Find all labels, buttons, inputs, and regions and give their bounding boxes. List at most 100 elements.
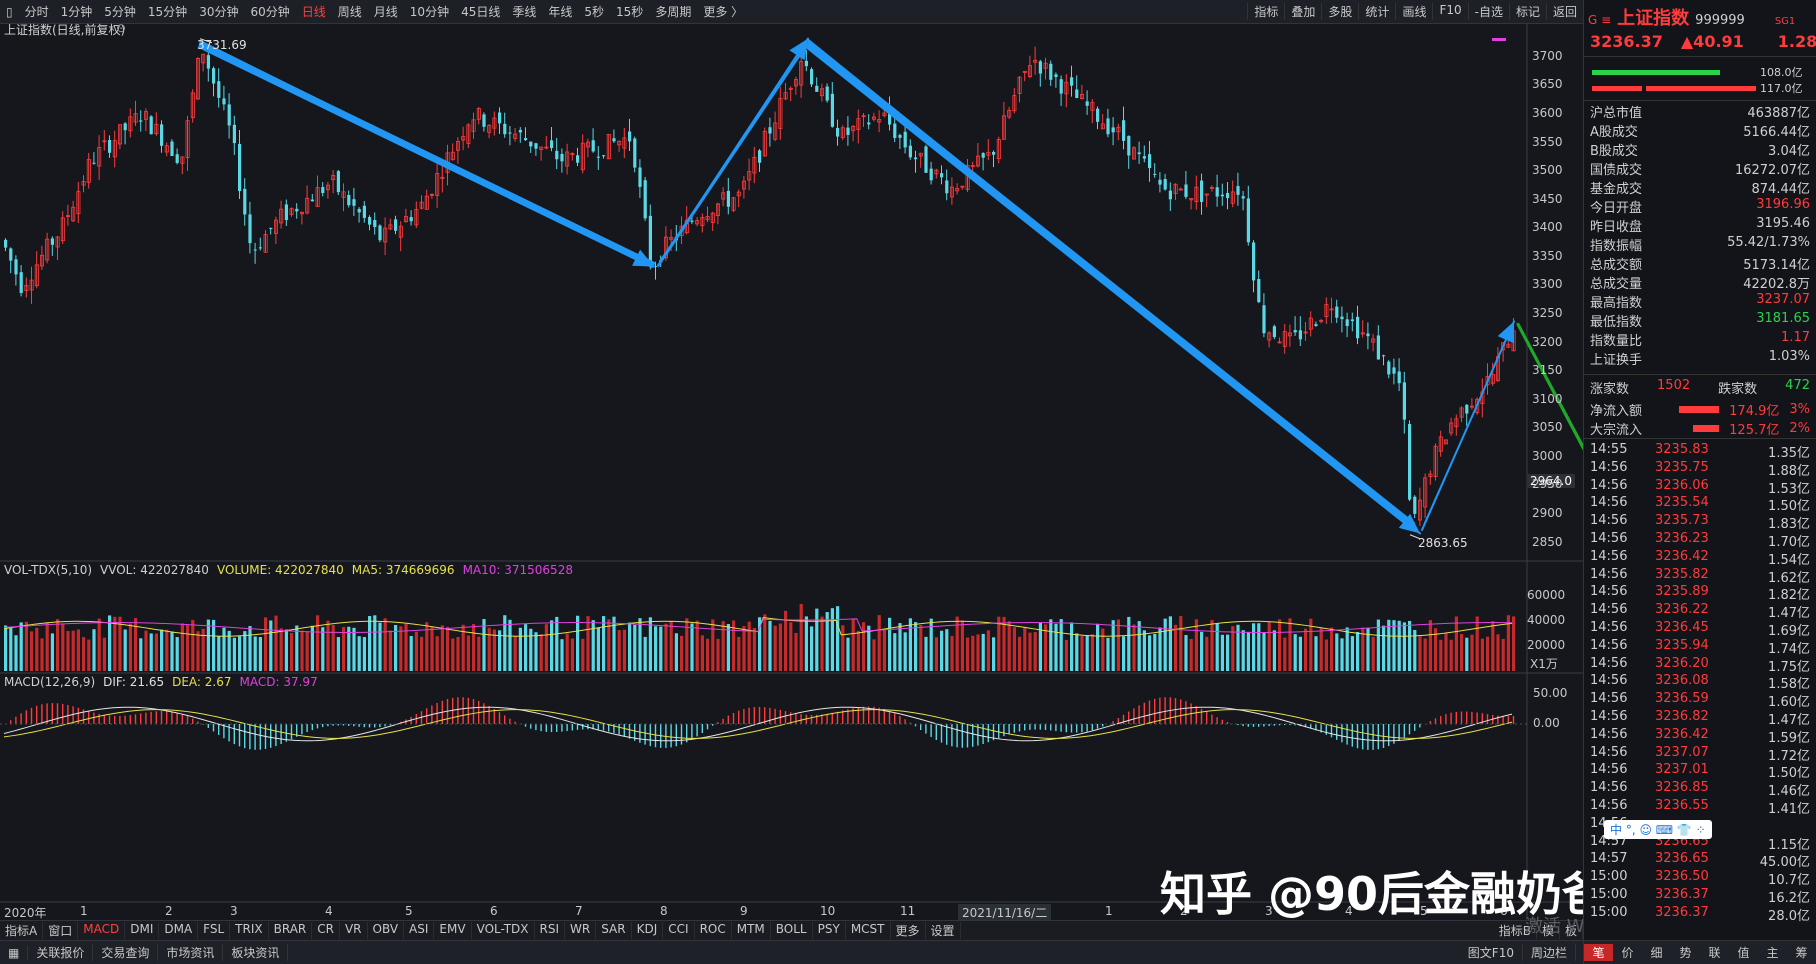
indicator-tab-9[interactable]: VR: [340, 922, 368, 939]
volume-bar: [1298, 636, 1302, 671]
status-right-link-0[interactable]: 图文F10: [1460, 944, 1523, 961]
candle-body: [1303, 331, 1308, 334]
period-15[interactable]: 多周期: [655, 5, 692, 19]
period-12[interactable]: 年线: [548, 5, 573, 19]
window-icon[interactable]: ▯: [6, 4, 13, 19]
indicator-tab-0[interactable]: 指标A: [0, 922, 44, 939]
indicator-tab-15[interactable]: WR: [565, 922, 597, 939]
tool-button-1[interactable]: 叠加: [1284, 3, 1321, 20]
tool-button-3[interactable]: 统计: [1358, 3, 1395, 20]
panel-tab-5[interactable]: 值: [1737, 946, 1750, 960]
indicator-right-tab-0[interactable]: 指标B: [1494, 922, 1537, 939]
tick-time: 14:56: [1590, 637, 1628, 653]
period-5[interactable]: 60分钟: [250, 5, 290, 19]
indicator-tab-4[interactable]: DMA: [159, 922, 199, 939]
tool-button-7[interactable]: 标记: [1508, 3, 1546, 20]
tool-button-5[interactable]: F10: [1432, 3, 1467, 20]
indicator-tab-10[interactable]: OBV: [368, 922, 405, 939]
tool-button-4[interactable]: 画线: [1395, 3, 1432, 20]
tick-time: 14:56: [1590, 566, 1628, 582]
indicator-tab-21[interactable]: BOLL: [771, 922, 813, 939]
indicator-tab-5[interactable]: FSL: [198, 922, 231, 939]
date-tick: 3: [230, 904, 238, 918]
panel-tab-3[interactable]: 势: [1679, 946, 1692, 960]
period-2[interactable]: 5分钟: [104, 5, 136, 19]
indicator-tab-6[interactable]: TRIX: [230, 922, 269, 939]
period-1[interactable]: 1分钟: [60, 5, 93, 19]
indicator-tab-20[interactable]: MTM: [732, 922, 771, 939]
period-14[interactable]: 15秒: [616, 5, 644, 19]
macd-indicator-name[interactable]: MACD(12,26,9): [4, 675, 96, 689]
down-count-label: 跌家数: [1718, 382, 1758, 397]
volume-indicator-name[interactable]: VOL-TDX(5,10): [4, 563, 93, 577]
panel-tab-7[interactable]: 筹: [1795, 946, 1808, 960]
period-16[interactable]: 更多 〉: [703, 5, 744, 19]
tool-button-0[interactable]: 指标: [1247, 3, 1284, 20]
tick-time: 14:56: [1590, 513, 1628, 529]
panel-tab-4[interactable]: 联: [1708, 946, 1721, 960]
indicator-tab-14[interactable]: RSI: [535, 922, 566, 939]
indicator-tab-13[interactable]: VOL-TDX: [472, 922, 535, 939]
status-link-2[interactable]: 市场资讯: [158, 944, 224, 961]
tool-button-6[interactable]: -自选: [1467, 3, 1509, 20]
period-3[interactable]: 15分钟: [147, 5, 188, 19]
down-arrow-2: [806, 39, 1415, 532]
indicator-tab-19[interactable]: ROC: [695, 922, 732, 939]
period-0[interactable]: 分时: [24, 5, 49, 19]
period-8[interactable]: 月线: [373, 5, 398, 19]
indicator-tab-17[interactable]: KDJ: [632, 922, 664, 939]
indicator-tab-25[interactable]: 设置: [926, 922, 961, 939]
volume-bar: [700, 635, 704, 671]
title-dropdown-icon[interactable]: ⊙: [116, 21, 127, 35]
candle-body: [986, 151, 991, 156]
indicator-right-tab-1[interactable]: 模: [1537, 922, 1560, 939]
status-link-3[interactable]: 板块资讯: [223, 944, 289, 961]
indicator-tab-1[interactable]: 窗口: [43, 922, 79, 939]
indicator-tab-11[interactable]: ASI: [404, 922, 435, 939]
status-right-link-1[interactable]: 周边栏: [1523, 944, 1576, 961]
status-link-0[interactable]: 关联报价: [28, 944, 94, 961]
tool-button-8[interactable]: 返回: [1545, 3, 1583, 20]
grid-icon[interactable]: ▦: [0, 945, 29, 960]
volume-bar: [399, 626, 403, 671]
period-13[interactable]: 5秒: [584, 5, 605, 19]
period-9[interactable]: 10分钟: [409, 5, 450, 19]
period-10[interactable]: 45日线: [461, 5, 501, 19]
ime-toolbar[interactable]: 中 °, ☺ ⌨ 👕 ⁘: [1604, 820, 1712, 839]
chart-area[interactable]: 上证指数(日线,前复权) ⊙ 3731.69 2863.65 2964.0 37…: [0, 21, 1583, 930]
candle-body: [1022, 70, 1027, 73]
indicator-tab-3[interactable]: DMI: [125, 922, 160, 939]
period-6[interactable]: 日线: [301, 5, 326, 19]
panel-tab-1[interactable]: 价: [1621, 946, 1634, 960]
candle-body: [222, 98, 226, 105]
indicator-tab-22[interactable]: PSY: [813, 922, 846, 939]
indicator-tab-18[interactable]: CCI: [663, 922, 695, 939]
volume-bar: [201, 628, 205, 671]
indicator-tab-2[interactable]: MACD: [78, 922, 126, 939]
indicator-tab-16[interactable]: SAR: [596, 922, 632, 939]
tool-button-2[interactable]: 多股: [1321, 3, 1358, 20]
volume-bar: [565, 633, 569, 671]
panel-tab-2[interactable]: 细: [1650, 946, 1663, 960]
panel-tab-0[interactable]: 笔: [1584, 944, 1613, 961]
volume-bar: [955, 616, 959, 671]
volume-bar: [1210, 619, 1214, 671]
volume-bar: [726, 624, 730, 671]
indicator-tab-12[interactable]: EMV: [434, 922, 472, 939]
indicator-tab-23[interactable]: MCST: [846, 922, 891, 939]
status-link-1[interactable]: 交易查询: [93, 944, 159, 961]
indicator-right-tab-2[interactable]: 板: [1560, 922, 1583, 939]
indicator-tab-24[interactable]: 更多: [891, 922, 926, 939]
stat-label: 总成交量: [1590, 277, 1643, 292]
up-arrow-1: [658, 48, 803, 269]
period-4[interactable]: 30分钟: [199, 5, 239, 19]
candle-body: [1293, 329, 1297, 333]
indicator-tab-7[interactable]: BRAR: [269, 922, 313, 939]
indicator-tab-8[interactable]: CR: [312, 922, 340, 939]
kline-chart[interactable]: [0, 24, 1583, 930]
panel-tab-6[interactable]: 主: [1766, 946, 1779, 960]
period-11[interactable]: 季线: [512, 5, 537, 19]
period-7[interactable]: 周线: [337, 5, 362, 19]
candle-body: [321, 187, 325, 194]
